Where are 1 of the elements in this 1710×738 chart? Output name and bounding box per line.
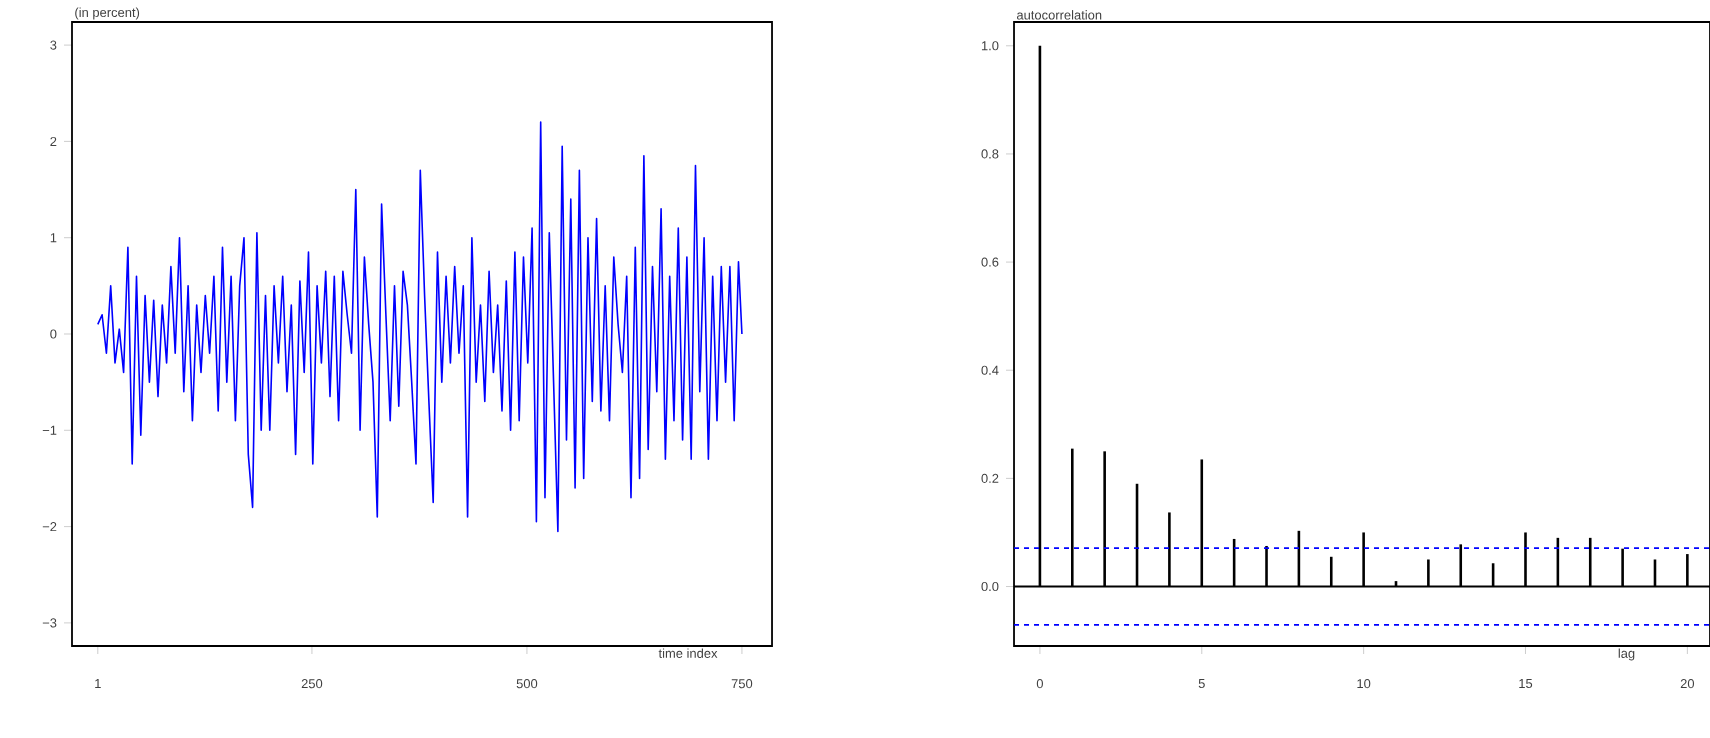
line-series: [97, 121, 743, 533]
